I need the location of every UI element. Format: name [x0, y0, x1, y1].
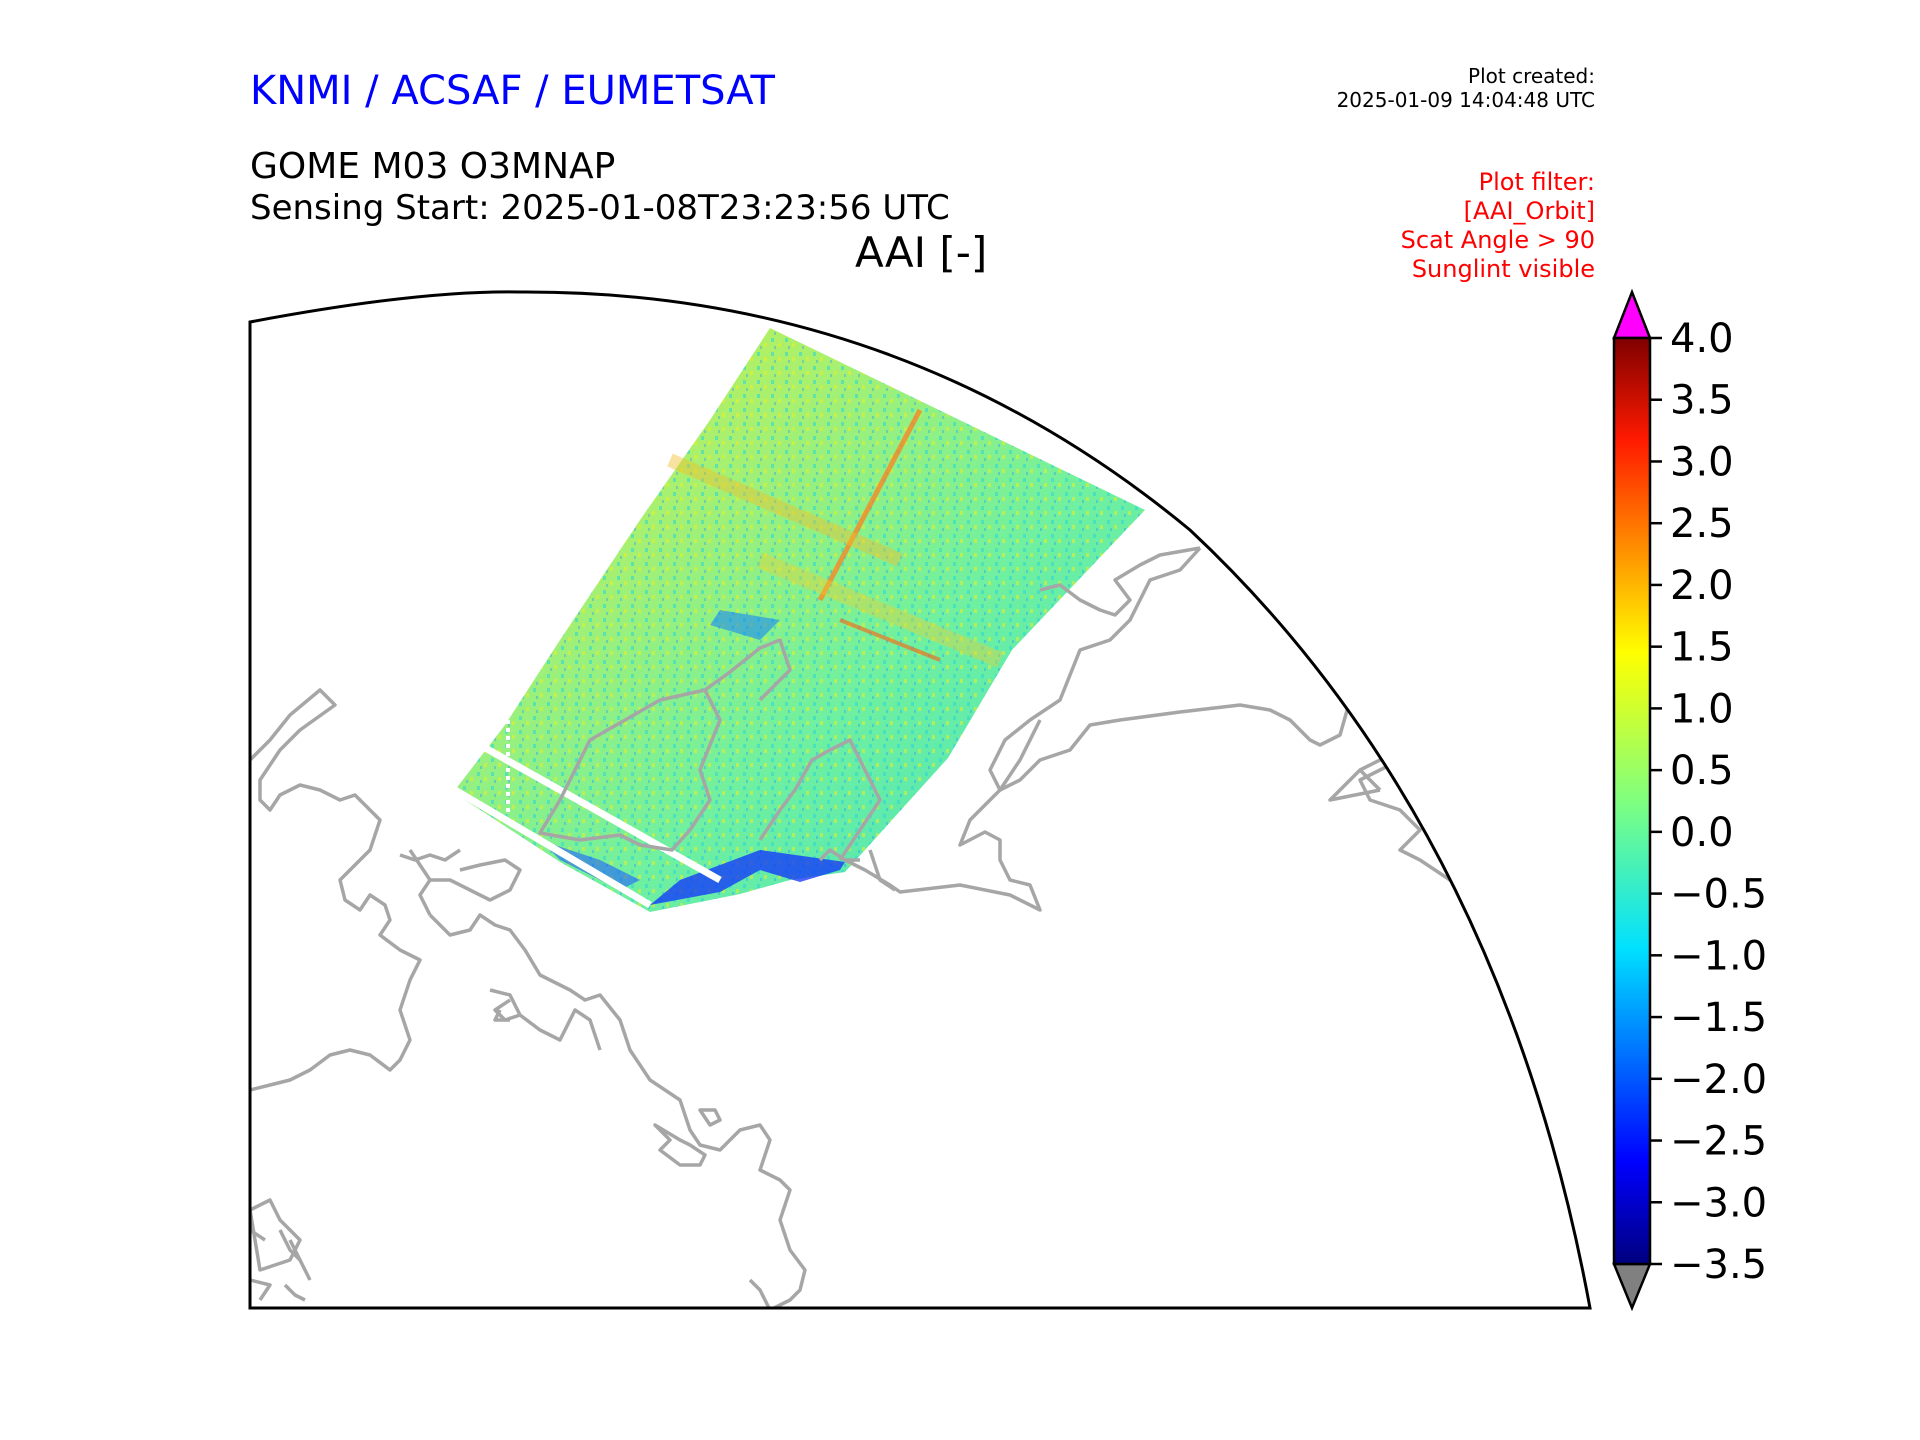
filter-line-4: Sunglint visible [1411, 255, 1595, 283]
filter-line-2: [AAI_Orbit] [1463, 197, 1595, 225]
colorbar-tick-label: −1.5 [1670, 995, 1767, 1041]
plot-created-value: 2025-01-09 14:04:48 UTC [1336, 88, 1595, 112]
colorbar-tick-label: 2.0 [1670, 563, 1734, 609]
colorbar-tick-label: −3.5 [1670, 1242, 1767, 1288]
colorbar-tick-label: −0.5 [1670, 872, 1767, 918]
colorbar-tick-label: 2.5 [1670, 501, 1734, 547]
filter-line-1: Plot filter: [1478, 168, 1595, 196]
colorbar-under-triangle [1612, 1262, 1652, 1312]
colorbar-tick-label: −2.5 [1670, 1119, 1767, 1165]
coastlines [250, 546, 1492, 1309]
colorbar-tick-label: 3.5 [1670, 378, 1734, 424]
colorbar-tick-label: 1.0 [1670, 686, 1734, 732]
colorbar-over-triangle [1612, 288, 1652, 340]
organization-title: KNMI / ACSAF / EUMETSAT [250, 68, 775, 114]
colorbar-tick-label: −1.0 [1670, 933, 1767, 979]
colorbar-tick-label: 0.0 [1670, 810, 1734, 856]
colorbar-tick-label: 0.5 [1670, 748, 1734, 794]
colorbar-tick-label: −2.0 [1670, 1057, 1767, 1103]
colorbar: 4.0 3.5 3.0 2.5 2.0 1.5 1.0 0.5 0.0 −0.5 −1.0 −1.5 −… [1612, 288, 1767, 1312]
colorbar-gradient [1612, 336, 1652, 1266]
plot-created-label: Plot created: [1468, 64, 1595, 88]
variable-title: AAI [-] [855, 228, 988, 277]
sensing-start: Sensing Start: 2025-01-08T23:23:56 UTC [250, 188, 950, 228]
filter-line-3: Scat Angle > 90 [1400, 226, 1595, 254]
product-title: GOME M03 O3MNAP [250, 146, 616, 187]
colorbar-ticks: 4.0 3.5 3.0 2.5 2.0 1.5 1.0 0.5 0.0 −0.5 −1.0 −1.5 −… [1650, 316, 1767, 1288]
colorbar-tick-label: 3.0 [1670, 439, 1734, 485]
colorbar-tick-label: 1.5 [1670, 625, 1734, 671]
map-area [250, 328, 1492, 1309]
map-boundary [248, 290, 1592, 1310]
colorbar-tick-label: 4.0 [1670, 316, 1734, 362]
colorbar-tick-label: −3.0 [1670, 1180, 1767, 1226]
aai-swath [453, 328, 1145, 912]
